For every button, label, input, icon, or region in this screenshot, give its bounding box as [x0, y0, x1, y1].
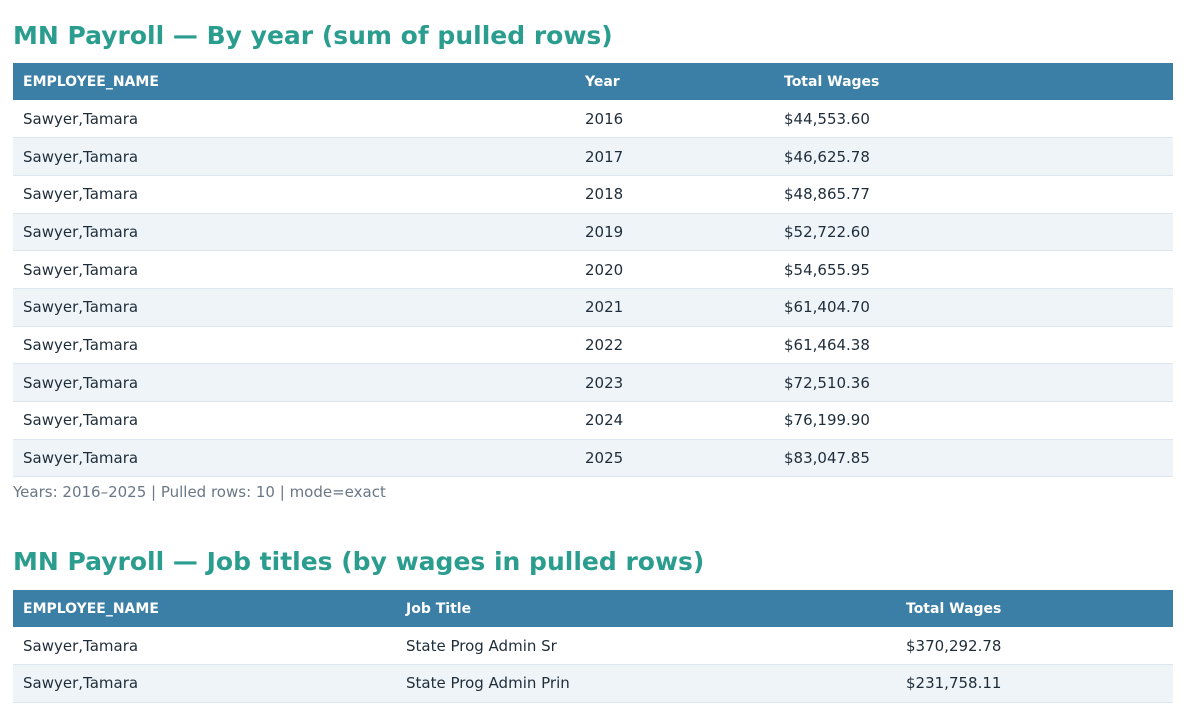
- header-row: EMPLOYEE_NAME Year Total Wages: [13, 63, 1173, 100]
- cell-job-title: State Prog Admin Prin: [406, 674, 570, 693]
- header-total-wages[interactable]: Total Wages: [906, 600, 1002, 617]
- job-titles-table: EMPLOYEE_NAME Job Title Total Wages Sawy…: [13, 590, 1173, 703]
- job-titles-title: MN Payroll — Job titles (by wages in pul…: [13, 547, 705, 576]
- cell-job-title: State Prog Admin Sr: [406, 636, 557, 655]
- table-row: Sawyer,Tamara 2016 $44,553.60: [13, 100, 1173, 138]
- cell-year: 2018: [585, 185, 624, 204]
- cell-year: 2020: [585, 260, 624, 279]
- cell-total-wages: $46,625.78: [784, 147, 870, 166]
- by-year-table-header: EMPLOYEE_NAME Year Total Wages: [13, 63, 1173, 100]
- cell-employee-name: Sawyer,Tamara: [23, 411, 139, 430]
- table-row: Sawyer,Tamara 2025 $83,047.85: [13, 439, 1173, 477]
- cell-total-wages: $44,553.60: [784, 109, 870, 128]
- job-titles-table-header: EMPLOYEE_NAME Job Title Total Wages: [13, 590, 1173, 627]
- cell-total-wages: $48,865.77: [784, 185, 870, 204]
- header-year[interactable]: Year: [585, 73, 620, 90]
- by-year-title: MN Payroll — By year (sum of pulled rows…: [13, 21, 613, 50]
- cell-employee-name: Sawyer,Tamara: [23, 373, 139, 392]
- cell-year: 2016: [585, 109, 624, 128]
- table-row: Sawyer,Tamara 2018 $48,865.77: [13, 175, 1173, 214]
- cell-total-wages: $72,510.36: [784, 373, 870, 392]
- table-row: Sawyer,Tamara 2020 $54,655.95: [13, 250, 1173, 289]
- table-row: Sawyer,Tamara State Prog Admin Sr $370,2…: [13, 627, 1173, 665]
- table-row: Sawyer,Tamara 2024 $76,199.90: [13, 401, 1173, 440]
- cell-employee-name: Sawyer,Tamara: [23, 147, 139, 166]
- table-row: Sawyer,Tamara 2022 $61,464.38: [13, 326, 1173, 364]
- cell-employee-name: Sawyer,Tamara: [23, 298, 139, 317]
- cell-total-wages: $231,758.11: [906, 674, 1002, 693]
- table-row: Sawyer,Tamara 2017 $46,625.78: [13, 137, 1173, 176]
- cell-total-wages: $54,655.95: [784, 260, 870, 279]
- cell-year: 2017: [585, 147, 624, 166]
- header-row: EMPLOYEE_NAME Job Title Total Wages: [13, 590, 1173, 627]
- cell-employee-name: Sawyer,Tamara: [23, 674, 139, 693]
- cell-year: 2019: [585, 222, 624, 241]
- cell-total-wages: $370,292.78: [906, 636, 1002, 655]
- cell-employee-name: Sawyer,Tamara: [23, 185, 139, 204]
- table-row: Sawyer,Tamara 2021 $61,404.70: [13, 288, 1173, 327]
- cell-total-wages: $52,722.60: [784, 222, 870, 241]
- cell-employee-name: Sawyer,Tamara: [23, 222, 139, 241]
- cell-employee-name: Sawyer,Tamara: [23, 109, 139, 128]
- header-job-title[interactable]: Job Title: [406, 600, 472, 617]
- cell-total-wages: $76,199.90: [784, 411, 870, 430]
- cell-year: 2025: [585, 449, 624, 468]
- cell-employee-name: Sawyer,Tamara: [23, 260, 139, 279]
- header-total-wages[interactable]: Total Wages: [784, 73, 880, 90]
- by-year-summary: Years: 2016–2025 | Pulled rows: 10 | mod…: [13, 483, 386, 501]
- cell-employee-name: Sawyer,Tamara: [23, 449, 139, 468]
- cell-employee-name: Sawyer,Tamara: [23, 636, 139, 655]
- cell-employee-name: Sawyer,Tamara: [23, 335, 139, 354]
- cell-year: 2022: [585, 335, 624, 354]
- cell-year: 2021: [585, 298, 624, 317]
- table-row: Sawyer,Tamara 2023 $72,510.36: [13, 363, 1173, 402]
- cell-total-wages: $83,047.85: [784, 449, 870, 468]
- table-row: Sawyer,Tamara State Prog Admin Prin $231…: [13, 664, 1173, 702]
- table-row: Sawyer,Tamara 2019 $52,722.60: [13, 213, 1173, 251]
- cell-year: 2023: [585, 373, 624, 392]
- by-year-table: EMPLOYEE_NAME Year Total Wages Sawyer,Ta…: [13, 63, 1173, 477]
- cell-year: 2024: [585, 411, 624, 430]
- cell-total-wages: $61,404.70: [784, 298, 870, 317]
- cell-total-wages: $61,464.38: [784, 335, 870, 354]
- header-employee-name[interactable]: EMPLOYEE_NAME: [23, 600, 159, 617]
- header-employee-name[interactable]: EMPLOYEE_NAME: [23, 73, 159, 90]
